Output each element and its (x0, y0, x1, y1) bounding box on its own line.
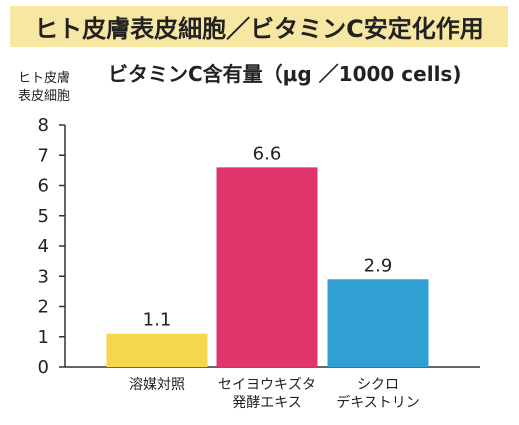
y-tick-label: 1 (38, 327, 49, 348)
category-label: 溶媒対照 (129, 377, 185, 393)
y-tick-label: 4 (38, 236, 49, 257)
bar (106, 333, 208, 367)
y-tick-label: 6 (38, 176, 49, 197)
value-label: 1.1 (143, 310, 172, 331)
category-label: シクロ (357, 377, 399, 393)
chart-title: ビタミンC含有量（μg ／1000 cells) (108, 62, 461, 86)
y-tick-label: 7 (38, 145, 49, 166)
bar (327, 279, 429, 367)
y-tick-label: 5 (38, 206, 49, 227)
value-label: 2.9 (364, 255, 393, 276)
y-tick-label: 2 (38, 297, 49, 318)
bar (216, 167, 318, 367)
page-title: ヒト皮膚表皮細胞／ビタミンC安定化作用 (34, 15, 484, 43)
title-banner: ヒト皮膚表皮細胞／ビタミンC安定化作用 (10, 6, 508, 47)
value-label: 6.6 (253, 143, 282, 164)
y-tick-label: 3 (38, 266, 49, 287)
y-tick-label: 0 (38, 357, 49, 378)
y-axis-label-line-1: ヒト皮膚 (18, 70, 70, 86)
category-label: 発酵エキス (232, 395, 302, 411)
category-label: デキストリン (336, 394, 420, 411)
y-tick-label: 8 (38, 115, 49, 136)
y-axis-label-line-2: 表皮細胞 (18, 89, 70, 104)
category-label: セイヨウキズタ (218, 377, 316, 393)
